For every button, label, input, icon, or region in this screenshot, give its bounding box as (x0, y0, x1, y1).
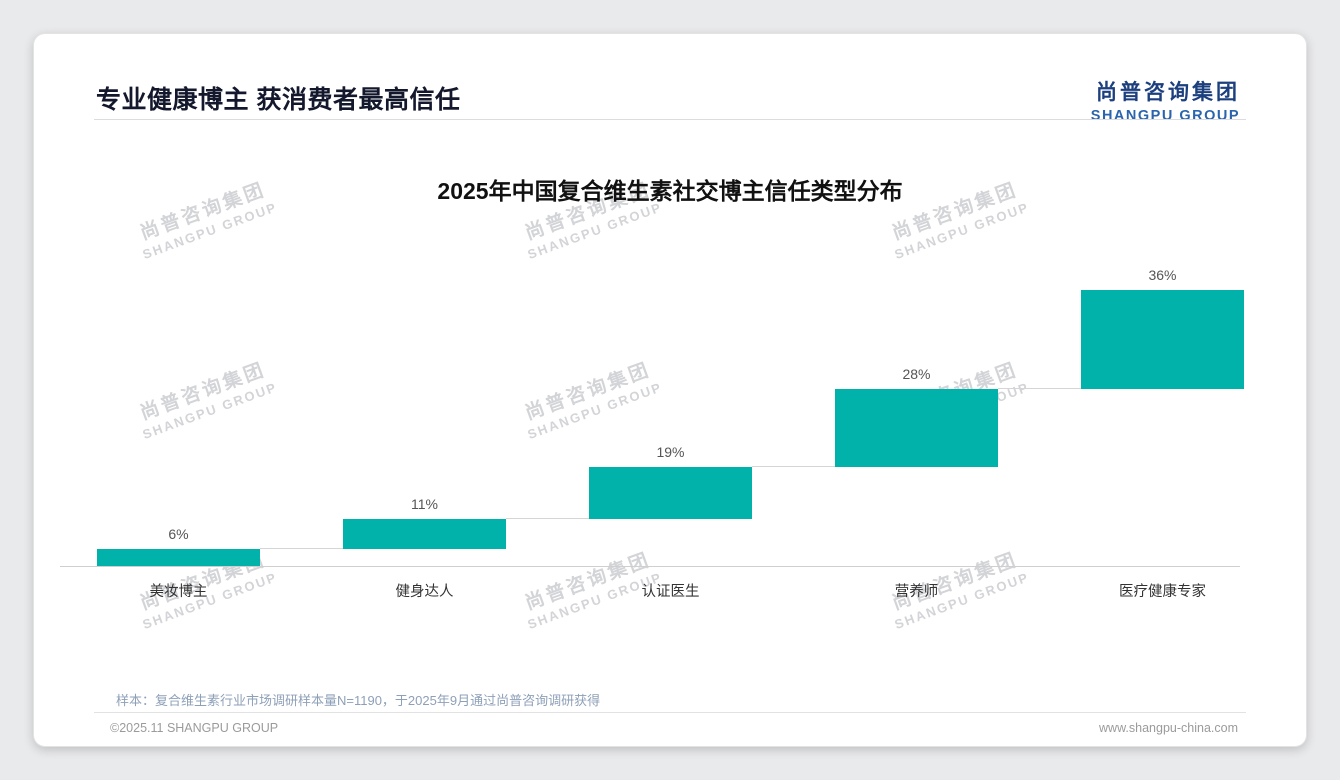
watermark-en: SHANGPU GROUP (892, 199, 1032, 263)
category-label: 医疗健康专家 (1119, 584, 1206, 600)
bar-segment (343, 519, 506, 550)
header-divider (94, 119, 1246, 120)
category-label: 健身达人 (395, 584, 454, 600)
value-label: 19% (656, 443, 685, 460)
logo-cn-text: 尚普咨询集团 (1096, 81, 1240, 104)
bar-segment (1081, 290, 1244, 390)
bar-segment (97, 549, 260, 566)
value-label: 11% (411, 496, 438, 513)
bar-segment (835, 389, 998, 467)
chart-title: 2025年中国复合维生素社交博主信任类型分布 (437, 178, 903, 204)
step-connector (998, 388, 1081, 390)
step-connector (752, 465, 835, 467)
footer-divider (94, 712, 1246, 713)
company-logo: 尚普咨询集团 SHANGPU GROUP (1091, 76, 1240, 124)
category-label: 营养师 (894, 584, 939, 600)
slide-card: 尚普咨询集团 SHANGPU GROUP 尚普咨询集团 SHANGPU GROUP 尚普… (33, 33, 1307, 747)
watermark-en: SHANGPU GROUP (140, 199, 280, 263)
step-connector (260, 548, 343, 550)
watermark-en: SHANGPU GROUP (525, 199, 665, 263)
category-label: 认证医生 (641, 584, 700, 600)
value-label: 28% (902, 366, 931, 383)
footer-website: www.shangpu-china.com (1099, 721, 1238, 735)
step-connector (506, 518, 589, 520)
source-note: 样本：复合维生素行业市场调研样本量N=1190，于2025年9月通过尚普咨询调研… (116, 693, 601, 708)
value-label: 36% (1148, 267, 1177, 283)
page-title: 专业健康博主 获消费者最高信任 (96, 86, 461, 114)
category-label: 美妆博主 (149, 584, 208, 600)
chart-plot: 6% 美妆博主 11% 健身达人 19% 认证医生 28% 营养师 36% 医疗健康专家 (60, 259, 1244, 600)
value-label: 6% (168, 526, 189, 543)
footer-copyright: ©2025.11 SHANGPU GROUP (110, 721, 279, 735)
bar-segment (589, 466, 752, 520)
logo-en-text: SHANGPU GROUP (1090, 108, 1240, 124)
